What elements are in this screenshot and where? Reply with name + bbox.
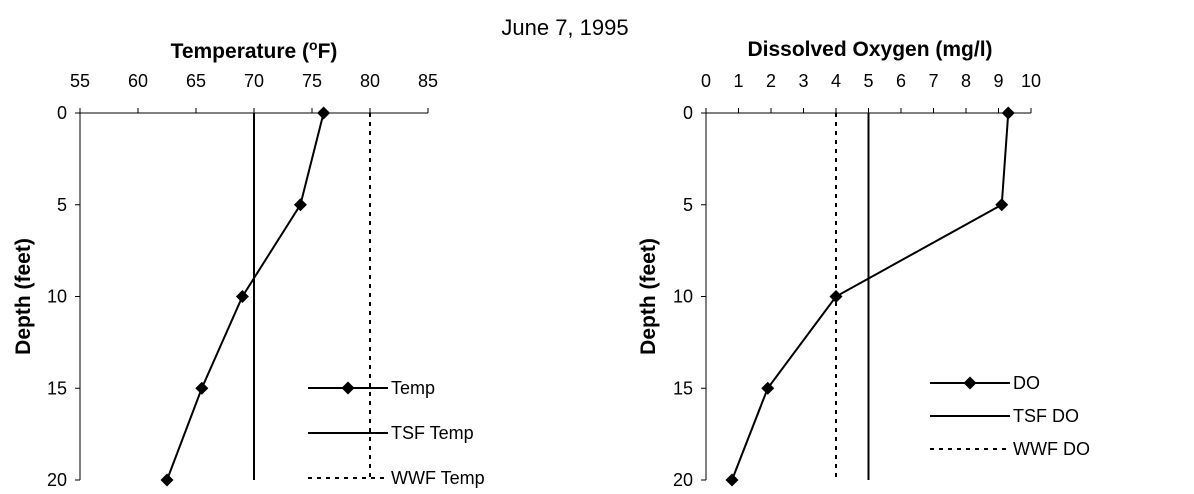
do-x-tick-label: 4	[831, 71, 841, 91]
do-x-tick-label: 0	[701, 71, 711, 91]
temp-x-tick-label: 85	[418, 71, 438, 91]
temp-x-tick-label: 55	[70, 71, 90, 91]
do-series-do-marker	[1001, 106, 1015, 120]
temp-x-tick-label: 70	[244, 71, 264, 91]
do-x-tick-label: 10	[1021, 71, 1041, 91]
do-y-tick-label: 15	[673, 378, 693, 398]
temp-series-temp-marker	[317, 106, 331, 120]
temp-x-tick-label: 80	[360, 71, 380, 91]
do-series-wwf-do-legend-label: WWF DO	[1013, 439, 1090, 459]
temp-chart-title: Temperature (oF)	[171, 37, 338, 63]
temp-y-tick-label: 20	[47, 470, 67, 489]
temp-series-temp-legend-marker	[341, 381, 355, 395]
do-y-tick-label: 20	[673, 470, 693, 489]
do-y-tick-label: 10	[673, 287, 693, 307]
do-series-tsf-do-legend-label: TSF DO	[1013, 406, 1079, 426]
do-x-tick-label: 5	[863, 71, 873, 91]
do-x-tick-label: 8	[961, 71, 971, 91]
do-series-do-legend-label: DO	[1013, 373, 1040, 393]
do-x-tick-label: 9	[993, 71, 1003, 91]
page-title: June 7, 1995	[501, 15, 628, 40]
temp-x-tick-label: 60	[128, 71, 148, 91]
temp-y-tick-label: 0	[57, 103, 67, 123]
temp-series-temp-legend-label: Temp	[391, 378, 435, 398]
do-series-do-line	[731, 112, 1010, 481]
do-y-axis-label: Depth (feet)	[637, 238, 660, 355]
do-chart-title: Dissolved Oxygen (mg/l)	[747, 38, 992, 61]
do-series-do-marker	[725, 473, 739, 487]
temp-y-tick-label: 10	[47, 287, 67, 307]
do-x-tick-label: 2	[766, 71, 776, 91]
do-x-tick-label: 6	[896, 71, 906, 91]
temp-x-tick-label: 75	[302, 71, 322, 91]
do-x-tick-label: 3	[798, 71, 808, 91]
do-x-tick-label: 1	[733, 71, 743, 91]
do-x-tick-label: 7	[928, 71, 938, 91]
temp-series-temp-marker	[293, 198, 307, 212]
temp-x-tick-label: 65	[186, 71, 206, 91]
temp-series-temp-marker	[160, 473, 174, 487]
temp-series-tsf-temp-legend-label: TSF Temp	[391, 423, 474, 443]
temp-y-tick-label: 5	[57, 195, 67, 215]
dissolved-oxygen-chart: Dissolved Oxygen (mg/l) Depth (feet) 0 1 2 3 4…	[637, 38, 1090, 490]
temp-series-wwf-temp-legend-label: WWF Temp	[391, 468, 485, 488]
temp-y-axis-label: Depth (feet)	[12, 238, 35, 355]
temp-series-temp-marker	[235, 290, 249, 303]
temp-series-temp-marker	[195, 381, 209, 395]
temperature-chart: Temperature (oF) Depth (feet) 55 60 65 70 75 80…	[12, 37, 485, 490]
do-series-do-legend-marker	[963, 376, 977, 390]
do-y-tick-label: 5	[683, 195, 693, 215]
do-series-do-marker	[761, 381, 775, 395]
temp-y-tick-label: 15	[47, 378, 67, 398]
do-y-tick-label: 0	[683, 103, 693, 123]
do-series-do-marker	[995, 198, 1009, 212]
